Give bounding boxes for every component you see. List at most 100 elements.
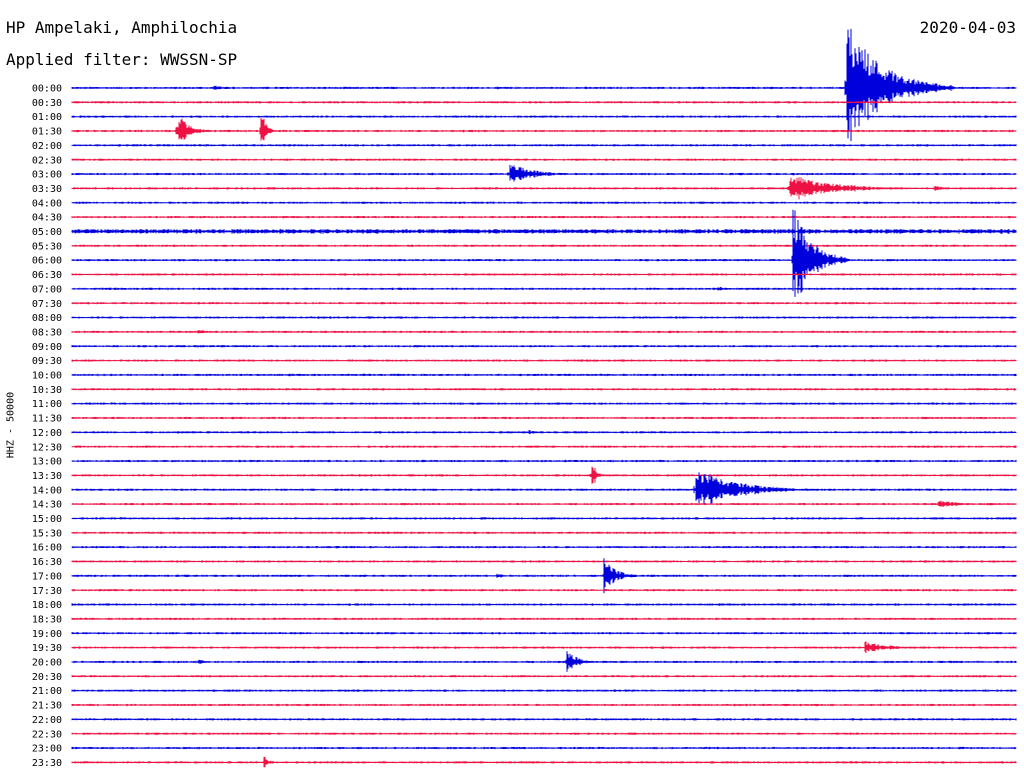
trace-line-0400 [71,201,1017,204]
trace-line-2100 [71,689,1017,692]
row-time-label: 01:00 [32,112,62,123]
row-time-label: 01:30 [32,127,62,138]
row-time-label: 18:00 [32,600,62,611]
trace-line-1100 [71,402,1017,405]
row-time-label: 10:30 [32,385,62,396]
row-time-label: 12:00 [32,428,62,439]
row-time-label: 09:00 [32,342,62,353]
trace-line-0030 [71,101,1017,104]
row-time-label: 02:00 [32,141,62,152]
trace-line-1000 [71,373,1017,377]
trace-line-2030 [71,675,1017,678]
row-time-label: 21:00 [32,686,62,697]
trace-line-1700 [71,558,1017,594]
row-time-label: 17:00 [32,571,62,582]
row-time-label: 05:30 [32,241,62,252]
trace-line-1800 [71,603,1017,606]
row-time-label: 11:30 [32,414,62,425]
trace-line-0230 [71,158,1017,161]
row-time-label: 11:00 [32,399,62,410]
row-time-label: 06:00 [32,256,62,267]
row-time-label: 02:30 [32,155,62,166]
trace-line-1230 [71,445,1017,448]
row-time-label: 15:00 [32,514,62,525]
row-time-label: 20:00 [32,658,62,669]
row-time-label: 10:00 [32,371,62,382]
trace-line-0000 [71,28,1017,142]
row-time-label: 16:00 [32,543,62,554]
row-time-label: 19:00 [32,629,62,640]
trace-line-0800 [71,316,1017,319]
row-time-label: 07:30 [32,299,62,310]
trace-line-1030 [71,388,1017,391]
row-time-label: 05:00 [32,227,62,238]
trace-line-0730 [71,302,1017,305]
filter-subtitle: Applied filter: WWSSN-SP [6,50,238,69]
row-time-label: 22:00 [32,715,62,726]
trace-line-1930 [71,641,1017,654]
row-time-label: 16:30 [32,557,62,568]
row-time-label: 18:30 [32,614,62,625]
row-label-group: 00:00 00:30 01:00 01:30 02:00 02:30 03:00 03:30… [32,84,62,769]
trace-line-1300 [71,459,1017,463]
trace-line-1630 [71,560,1017,563]
row-time-label: 13:30 [32,471,62,482]
trace-line-2300 [71,746,1017,750]
row-time-label: 17:30 [32,586,62,597]
row-time-label: 14:00 [32,485,62,496]
trace-line-1830 [71,617,1017,621]
trace-line-0630 [71,273,1017,276]
trace-line-2200 [71,718,1017,721]
row-time-label: 07:00 [32,284,62,295]
trace-line-2130 [71,703,1017,707]
trace-line-1330 [71,466,1017,484]
trace-line-2230 [71,732,1017,735]
trace-line-1900 [71,632,1017,635]
row-time-label: 12:30 [32,442,62,453]
row-time-label: 15:30 [32,528,62,539]
row-time-label: 09:30 [32,356,62,367]
date-label: 2020-04-03 [919,18,1016,37]
row-time-label: 22:30 [32,729,62,740]
row-time-label: 04:00 [32,198,62,209]
trace-line-0130 [71,117,1017,141]
station-title: HP Ampelaki, Amphilochia [6,18,238,37]
row-time-label: 08:30 [32,327,62,338]
trace-line-1430 [71,500,1017,507]
trace-line-1500 [71,517,1017,520]
trace-line-0530 [71,244,1017,247]
row-time-label: 14:30 [32,500,62,511]
row-time-label: 06:30 [32,270,62,281]
row-time-label: 00:00 [32,84,62,95]
row-time-label: 03:00 [32,170,62,181]
trace-line-0930 [71,359,1017,362]
trace-line-0600 [71,209,1017,297]
row-time-label: 23:00 [32,744,62,755]
row-time-label: 19:30 [32,643,62,654]
row-time-label: 13:00 [32,457,62,468]
trace-line-0430 [71,216,1017,219]
row-time-label: 04:30 [32,213,62,224]
trace-line-1400 [71,472,1017,504]
row-time-label: 00:30 [32,98,62,109]
trace-line-0830 [71,330,1017,334]
trace-line-0300 [71,164,1017,182]
trace-line-2000 [71,651,1017,672]
row-time-label: 08:00 [32,313,62,324]
trace-line-2330 [71,756,1017,768]
row-time-label: 03:30 [32,184,62,195]
trace-line-0330 [71,177,1017,200]
trace-line-0200 [71,144,1017,147]
trace-line-0500 [71,229,1017,234]
trace-line-0100 [71,115,1017,118]
trace-line-1600 [71,546,1017,549]
row-time-label: 21:30 [32,701,62,712]
trace-line-0700 [71,287,1017,291]
row-time-label: 23:30 [32,758,62,769]
trace-group [71,28,1017,768]
channel-axis-label: HHZ - 50000 [5,391,17,459]
trace-line-1130 [71,416,1017,420]
trace-line-1730 [71,589,1017,592]
trace-line-1200 [71,430,1017,435]
trace-line-1530 [71,531,1017,534]
